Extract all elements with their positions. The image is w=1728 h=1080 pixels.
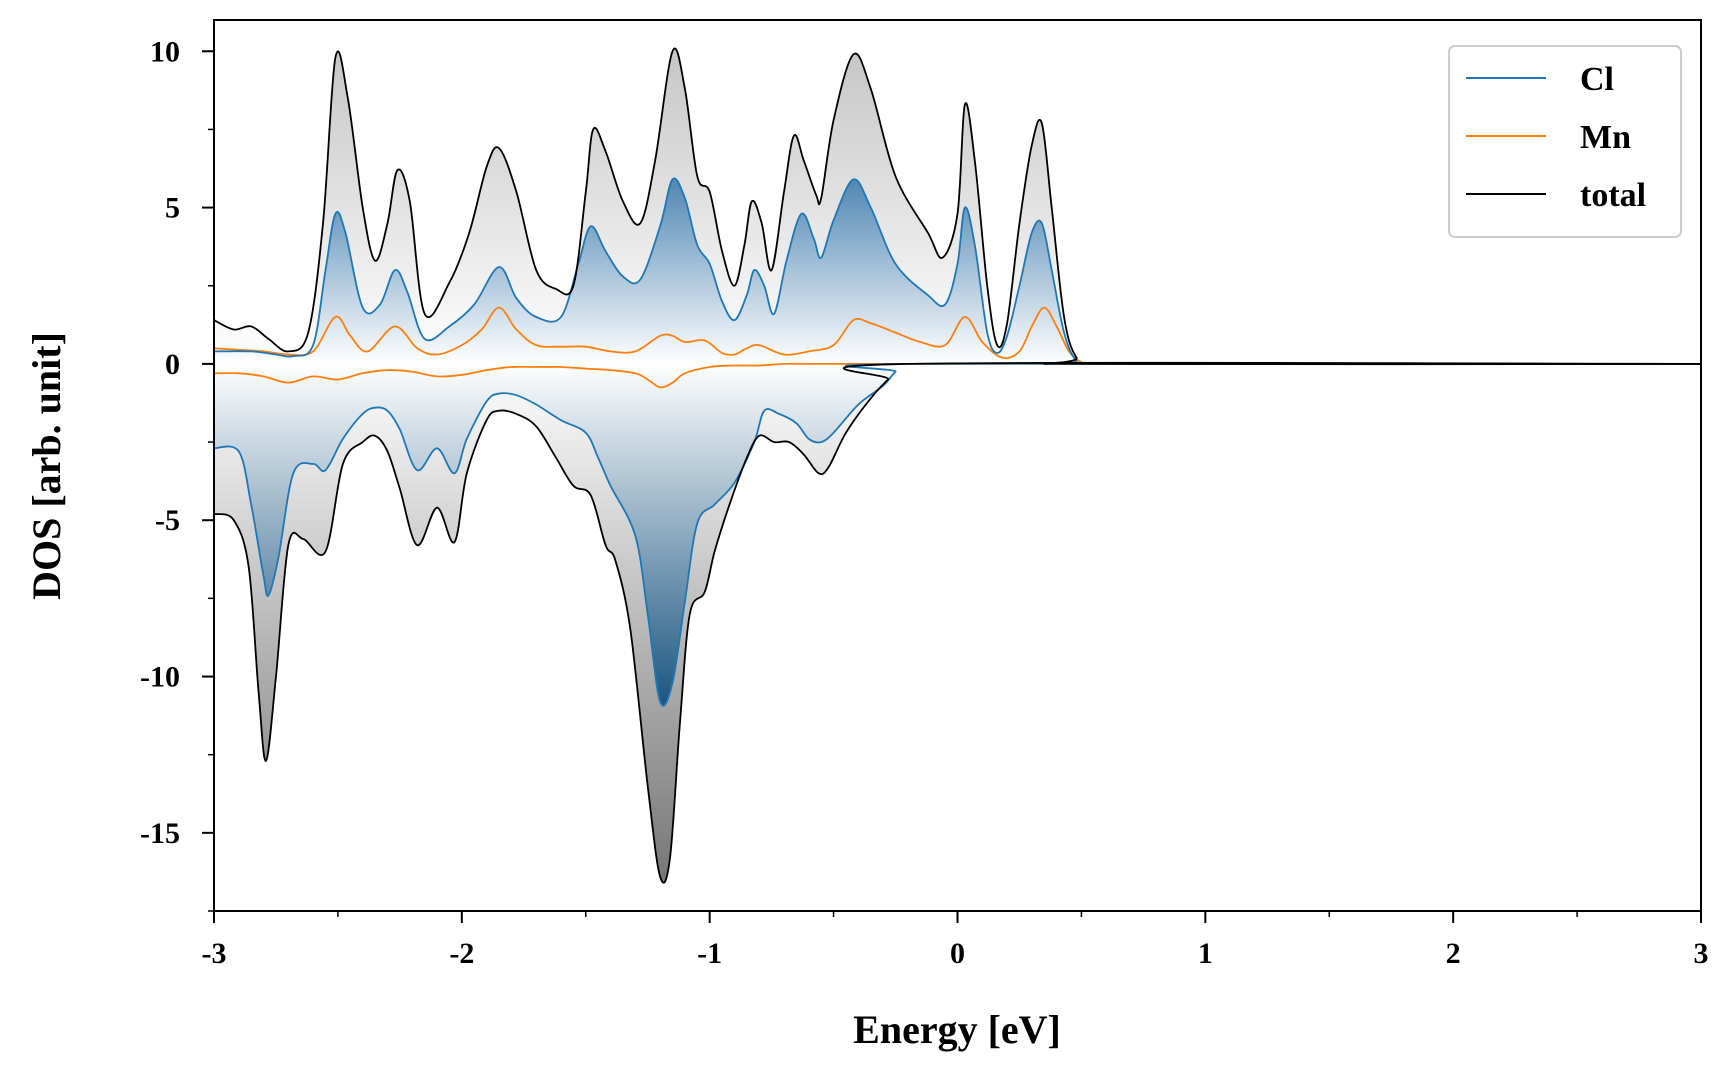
y-axis-ticks: -15 -10 -5 0 5 10 xyxy=(140,35,214,912)
y-tick-label: -10 xyxy=(140,661,180,694)
mn-spin-up-line xyxy=(214,306,1701,365)
cl-spin-up-fill xyxy=(214,178,1701,365)
x-tick-label: -2 xyxy=(449,937,474,970)
x-tick-label: 1 xyxy=(1198,937,1213,970)
x-axis-ticks: -3 -2 -1 0 1 2 3 xyxy=(202,911,1709,970)
y-tick-label: -5 xyxy=(155,504,180,537)
x-axis-label: Energy [eV] xyxy=(853,1007,1061,1052)
x-tick-label: -1 xyxy=(697,937,722,970)
x-tick-label: 0 xyxy=(950,937,965,970)
cl-spin-down-fill xyxy=(214,363,1701,706)
legend-label-mn: Mn xyxy=(1580,119,1631,156)
y-tick-label: 0 xyxy=(165,348,180,381)
y-axis-label: DOS [arb. unit] xyxy=(24,332,69,600)
legend-box xyxy=(1448,45,1682,238)
y-tick-label: -15 xyxy=(140,817,180,850)
legend: Cl Mn total xyxy=(1448,45,1682,238)
cl-spin-up-line xyxy=(214,177,1701,366)
x-tick-label: 2 xyxy=(1446,937,1461,970)
plot-frame xyxy=(213,19,1702,912)
series-lines xyxy=(214,47,1701,884)
x-tick-label: -3 xyxy=(202,937,227,970)
legend-label-total: total xyxy=(1580,177,1646,214)
cl-spin-down-line xyxy=(214,362,1701,707)
total-spin-up-line xyxy=(214,47,1701,366)
total-spin-down-line xyxy=(214,361,1701,884)
x-tick-label: 3 xyxy=(1694,937,1709,970)
legend-label-cl: Cl xyxy=(1580,61,1614,98)
y-tick-label: 10 xyxy=(150,35,180,68)
y-tick-label: 5 xyxy=(165,192,180,225)
